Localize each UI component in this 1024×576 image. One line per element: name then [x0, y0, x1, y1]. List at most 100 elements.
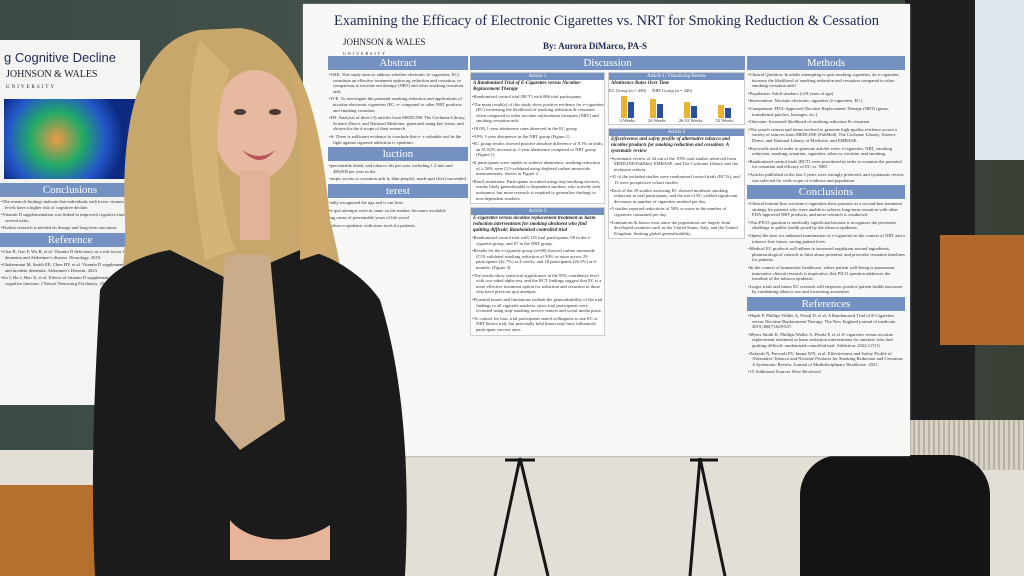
screen	[972, 0, 1024, 160]
chart-title: Abstinence Rates Over Time	[611, 81, 670, 86]
bullet-list: Chai B, Gao F, Wu R, et al. Vitamin D de…	[0, 249, 140, 287]
bullet: Ghahremani M, Smith EE, Chen HY, et al. …	[0, 262, 140, 273]
bullet: 5 studies reported reductions of 50% or …	[609, 206, 744, 217]
bullet: Bias/Limitations: Participants recruited…	[471, 179, 604, 201]
bullet: Limitations & biases exist since the pop…	[609, 220, 744, 237]
bullet-list: Systematic review of 44 out of the 1955 …	[609, 156, 744, 237]
decor-bar	[627, 102, 634, 118]
bullet: Chai B, Gao F, Wu R, et al. Vitamin D de…	[0, 249, 140, 260]
decor-bar	[725, 108, 732, 118]
bullet: To control for bias, trial participants …	[471, 316, 604, 333]
bullet-list: Hajek P, Phillips-Waller A, Przulj D, et…	[747, 313, 905, 375]
bullet: 9.9% 1-year abstinence in the NRT group …	[471, 134, 604, 140]
article: Article 1: Visualizing Results Abstinence…	[608, 72, 745, 125]
logo-sub: UNIVERSITY	[6, 85, 56, 90]
legend-entry: EC Group (n = 438)	[609, 88, 647, 93]
chair	[800, 455, 990, 576]
article: Article 2 Effectiveness and safety profil…	[608, 127, 745, 240]
decor-bar	[657, 104, 664, 118]
bullet: Outcome: Increased likelihood of smoking…	[747, 119, 905, 125]
bullet: The main result(s) of this study show po…	[471, 102, 604, 124]
bullet: IVE: To investigate the potential smokin…	[328, 96, 468, 113]
bullet: Myers Smith K, Phillips-Waller A, Pesola…	[747, 332, 905, 349]
bullet-list: Randomized control trial with 135 trial …	[471, 235, 604, 333]
bullet: Medical EC products will adhere to incre…	[747, 246, 905, 263]
bullet: Further research is needed on dosage and…	[0, 225, 140, 231]
person	[92, 28, 407, 576]
bullet: Each of the 29 studies assessing EC show…	[609, 188, 744, 205]
section-heading: Discussion	[470, 56, 745, 70]
bullet-list: ially recognized the ngs and it can live…	[328, 200, 468, 228]
bullet-list: OSE: This study aims to address whether …	[328, 72, 468, 145]
bullet: preventable death, and tobacco ths per y…	[328, 163, 468, 174]
main-poster: Examining the Efficacy of Electronic Cig…	[303, 4, 910, 456]
legend-entry: NRT Group (n = 446)	[652, 88, 693, 93]
logo-text: JOHNSON & WALES	[6, 69, 98, 80]
bullet: ially recognized the ngs and it can live…	[328, 200, 468, 206]
bar-group: 52 Weeks	[715, 105, 734, 124]
bullet: OSE: This study aims to address whether …	[328, 72, 468, 94]
bullet: Potential biases and limitations include…	[471, 297, 604, 314]
bar-pair	[620, 96, 634, 118]
bullet-list: Clinical Question: In adults attempting …	[747, 72, 905, 183]
bullet: Larger trials and future EC research wil…	[747, 284, 905, 295]
section-heading: luction	[328, 147, 468, 162]
section-heading: Methods	[747, 56, 905, 70]
bullet: 15 Additional Sources Were Reviewed	[747, 369, 905, 375]
article-title: A Randomized Trial of E-Cigarettes versu…	[473, 81, 582, 92]
wood-panel	[940, 235, 1024, 345]
section-heading: Conclusions	[747, 185, 905, 200]
decor-bar	[718, 105, 725, 118]
bullet: Population: Adult smokers (≥18 years of …	[747, 91, 905, 97]
bullet-list: The research findings indicate that indi…	[0, 199, 140, 231]
bar-pair	[650, 99, 664, 118]
section: Methods Clinical Question: In adults atte…	[747, 56, 905, 183]
bullet: Comparison: FDA-Approved Nicotine Replac…	[747, 106, 905, 117]
left-poster-title: g Cognitive Decline	[4, 50, 117, 65]
bullet: EC group results showed positive absolut…	[471, 141, 604, 158]
bullet: Randomized control trial (RCT) with 886 …	[471, 94, 604, 100]
easel	[493, 457, 727, 576]
bullet: Results for the e-cigarette group (n=68)…	[471, 248, 604, 270]
bullet: The results show statistical significanc…	[471, 273, 604, 295]
chart-legend: EC Group (n = 438) NRT Group (n = 446)	[609, 88, 744, 94]
bullet-list: Clinical bottom-line: nicotine e-cigaret…	[747, 201, 905, 295]
decor-bar	[684, 102, 691, 118]
section: luctionpreventable death, and tobacco th…	[328, 147, 468, 182]
x-label: 26 Weeks	[647, 118, 666, 123]
bullet: In the context of humanistic healthcare,…	[747, 265, 905, 282]
bullet: The research findings indicate that indi…	[0, 199, 140, 210]
bullet: DS: Analysis of three (3) articles from …	[328, 115, 468, 132]
bullet: tropic access to cessation aids ly 2bm p…	[328, 176, 468, 182]
bullet: Clinical bottom-line: nicotine e-cigaret…	[747, 201, 905, 218]
bullet: Vitamin D supplementation was linked to …	[0, 212, 140, 223]
bullet: ng cause of preventable years of life sa…	[328, 215, 468, 221]
bullet: 31 of the included studies were randomiz…	[609, 174, 744, 185]
poster-logo: JOHNSON & WALES UNIVERSITY	[343, 37, 425, 57]
x-label: 52 Weeks	[715, 118, 734, 123]
left-poster: g Cognitive Decline JOHNSON & WALES UNIVE…	[0, 40, 140, 405]
section: terest ially recognized the ngs and it ca…	[328, 183, 468, 228]
section: ConclusionsClinical bottom-line: nicotin…	[747, 185, 905, 295]
x-label: 26-52 Weeks	[678, 118, 703, 123]
section-heading: References	[747, 297, 905, 311]
section-heading: Abstract	[328, 56, 468, 70]
article-label: Article 2	[609, 128, 744, 136]
bullet: e quit attempts were in came on the mark…	[328, 208, 468, 214]
article-title: Effectiveness and safety profile of alte…	[611, 136, 730, 154]
bullet: Systematic review of 44 out of the 1955 …	[609, 156, 744, 173]
bullet: Hajek P, Phillips-Waller A, Przulj D, et…	[747, 313, 905, 330]
poster-title: Examining the Efficacy of Electronic Cig…	[333, 13, 880, 29]
section: Reference Chai B, Gao F, Wu R, et al. Vit…	[0, 232, 140, 287]
bullet: If participants were unable to achieve a…	[471, 160, 604, 177]
decor-bar	[650, 99, 657, 118]
section-heading: terest	[328, 183, 468, 198]
section: References Hajek P, Phillips-Waller A, Pr…	[747, 297, 905, 375]
bullet: Clinical Question: In adults attempting …	[747, 72, 905, 89]
bullet: The search criteria and terms evolved to…	[747, 127, 905, 144]
article-label: Article 3	[471, 208, 604, 216]
article-title: E-cigarettes versus nicotine replacement…	[473, 216, 596, 234]
